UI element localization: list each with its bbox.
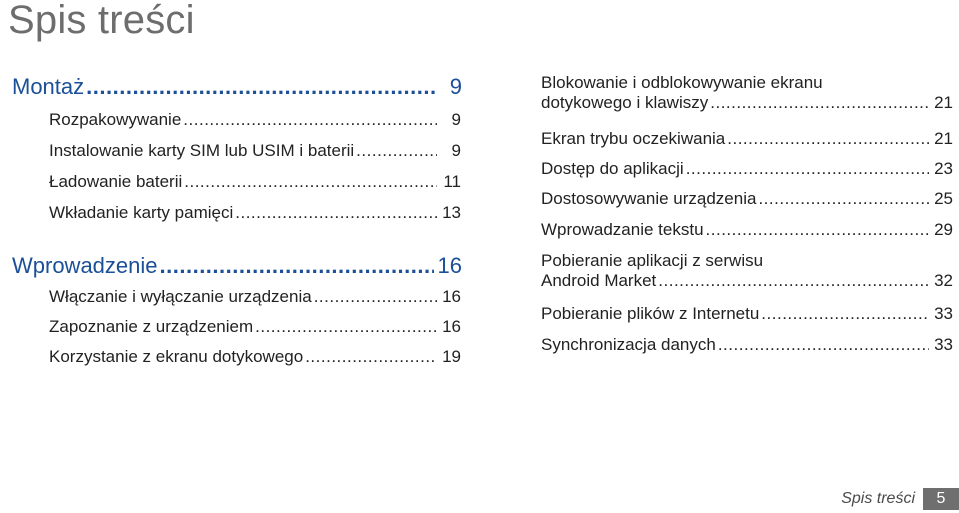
toc-entry-title: Korzystanie z ekranu dotykowego (49, 347, 304, 366)
dot-leader (727, 129, 929, 149)
toc-entry-title: Wprowadzenie (12, 253, 158, 278)
dot-leader (183, 110, 437, 130)
toc-entry-title: Dostęp do aplikacji (541, 159, 684, 178)
toc-entry-page: 21 (934, 129, 953, 148)
toc-entry-title: Dostosowywanie urządzenia (541, 189, 757, 208)
toc-entry[interactable]: Korzystanie z ekranu dotykowego 19 (49, 347, 461, 367)
toc-entry-page: 13 (442, 203, 461, 222)
toc-entry-page: 32 (934, 271, 953, 290)
dot-leader (761, 304, 929, 324)
toc-entry-page: 16 (442, 317, 461, 336)
toc-entry[interactable]: Dostęp do aplikacji 23 (541, 159, 953, 179)
toc-entry-page: 29 (934, 220, 953, 239)
toc-entry[interactable]: Zapoznanie z urządzeniem 16 (49, 317, 461, 337)
toc-entry-page: 19 (442, 347, 461, 366)
toc-entry-title: Android Market (541, 271, 657, 290)
toc-entry-page: 33 (934, 304, 953, 323)
toc-entry-title-line1: Pobieranie aplikacji z serwisu (541, 251, 764, 270)
toc-entry-title: Instalowanie karty SIM lub USIM i bateri… (49, 141, 355, 160)
toc-entry[interactable]: Synchronizacja danych 33 (541, 335, 953, 355)
toc-entry-page: 23 (934, 159, 953, 178)
toc-entry[interactable]: Wkładanie karty pamięci 13 (49, 203, 461, 223)
toc-entry[interactable]: Ładowanie baterii 11 (49, 172, 461, 192)
dot-leader (758, 189, 929, 209)
toc-entry-page: 9 (451, 141, 461, 160)
toc-entry-title-line1: Blokowanie i odblokowywanie ekranu (541, 73, 823, 92)
toc-entry[interactable]: Pobieranie aplikacji z serwisu Android M… (541, 251, 953, 291)
dot-leader (686, 159, 929, 179)
toc-entry-line: dotykowego i klawiszy 21 (541, 93, 953, 113)
toc-entry-title: Montaż (12, 74, 85, 99)
toc-entry-title: Ładowanie baterii (49, 172, 183, 191)
toc-entry-page: 9 (449, 74, 462, 99)
page-number-badge: 5 (923, 488, 959, 510)
toc-entry-title: Ekran trybu oczekiwania (541, 129, 726, 148)
dot-leader (706, 220, 929, 240)
toc-entry[interactable]: Wprowadzanie tekstu 29 (541, 220, 953, 240)
toc-entry[interactable]: Ekran trybu oczekiwania 21 (541, 129, 953, 149)
dot-leader (184, 172, 437, 192)
toc-section-montaz[interactable]: Montaż 9 (12, 74, 462, 100)
dot-leader (255, 317, 437, 337)
dot-leader (710, 93, 929, 113)
dot-leader (718, 335, 929, 355)
toc-entry-title: Wkładanie karty pamięci (49, 203, 234, 222)
dot-leader (305, 347, 437, 367)
toc-entry-title: Włączanie i wyłączanie urządzenia (49, 287, 312, 306)
toc-entry-page: 9 (451, 110, 461, 129)
dot-leader (160, 253, 434, 279)
toc-entry[interactable]: Dostosowywanie urządzenia 25 (541, 189, 953, 209)
toc-entry-page: 11 (443, 172, 461, 191)
footer-section-label: Spis treści (841, 490, 915, 507)
toc-entry-title: Pobieranie plików z Internetu (541, 304, 760, 323)
page-title: Spis treści (8, 0, 195, 42)
dot-leader (356, 141, 437, 161)
toc-entry-page: 25 (934, 189, 953, 208)
page-footer: Spis treści 5 (841, 488, 959, 510)
toc-entry[interactable]: Blokowanie i odblokowywanie ekranu dotyk… (541, 73, 953, 113)
dot-leader (235, 203, 437, 223)
dot-leader (86, 74, 438, 100)
toc-entry-title: Rozpakowywanie (49, 110, 182, 129)
toc-entry-page: 16 (442, 287, 461, 306)
toc-entry-title: Synchronizacja danych (541, 335, 716, 354)
toc-entry-title: Zapoznanie z urządzeniem (49, 317, 254, 336)
toc-entry-title: Wprowadzanie tekstu (541, 220, 704, 239)
dot-leader (658, 271, 929, 291)
toc-entry[interactable]: Pobieranie plików z Internetu 33 (541, 304, 953, 324)
toc-entry[interactable]: Rozpakowywanie 9 (49, 110, 461, 130)
toc-entry-page: 16 (437, 253, 462, 278)
toc-entry[interactable]: Włączanie i wyłączanie urządzenia 16 (49, 287, 461, 307)
dot-leader (314, 287, 437, 307)
toc-entry-page: 21 (934, 93, 953, 112)
toc-entry-page: 33 (934, 335, 953, 354)
toc-entry-line: Android Market 32 (541, 271, 953, 291)
toc-entry-title: dotykowego i klawiszy (541, 93, 709, 112)
toc-section-wprowadzenie[interactable]: Wprowadzenie 16 (12, 253, 462, 279)
toc-entry[interactable]: Instalowanie karty SIM lub USIM i bateri… (49, 141, 461, 161)
